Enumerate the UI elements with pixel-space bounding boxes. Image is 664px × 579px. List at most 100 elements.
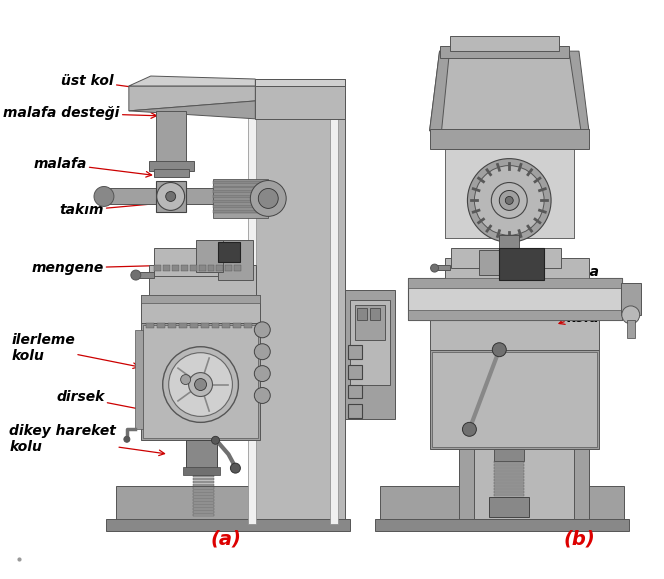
- Bar: [627, 320, 635, 338]
- Polygon shape: [129, 76, 256, 86]
- Circle shape: [474, 166, 544, 235]
- Bar: [574, 350, 589, 519]
- Bar: [199, 265, 206, 271]
- Bar: [374, 519, 629, 531]
- Bar: [218, 242, 240, 262]
- Circle shape: [169, 353, 232, 416]
- Polygon shape: [430, 51, 450, 131]
- Bar: [208, 265, 214, 271]
- Bar: [146, 323, 154, 328]
- Bar: [157, 323, 165, 328]
- Text: ilerleme
kolu: ilerleme kolu: [559, 295, 631, 325]
- Bar: [494, 488, 524, 490]
- Bar: [345, 290, 394, 419]
- Bar: [106, 519, 350, 531]
- Bar: [116, 486, 340, 524]
- Bar: [408, 310, 622, 320]
- Circle shape: [492, 343, 506, 357]
- Bar: [214, 178, 268, 218]
- Circle shape: [462, 422, 476, 437]
- Bar: [408, 278, 622, 320]
- Bar: [168, 323, 176, 328]
- Bar: [193, 484, 214, 486]
- Bar: [432, 351, 597, 447]
- Bar: [193, 475, 214, 477]
- Bar: [489, 497, 529, 517]
- Bar: [135, 330, 143, 429]
- Text: dirsek: dirsek: [56, 390, 189, 420]
- Bar: [214, 206, 268, 208]
- Bar: [494, 449, 524, 461]
- Bar: [440, 46, 569, 58]
- Bar: [479, 250, 504, 275]
- Bar: [357, 308, 367, 320]
- Bar: [494, 491, 524, 493]
- Circle shape: [181, 375, 191, 384]
- Bar: [190, 265, 197, 271]
- Bar: [494, 467, 524, 469]
- Circle shape: [254, 365, 270, 382]
- Bar: [444, 149, 574, 238]
- Bar: [494, 464, 524, 466]
- Text: ilerleme
kolu: ilerleme kolu: [11, 332, 139, 368]
- Text: üst kol: üst kol: [61, 74, 171, 94]
- Bar: [214, 196, 268, 199]
- Bar: [459, 350, 474, 519]
- Circle shape: [254, 322, 270, 338]
- Polygon shape: [256, 79, 345, 86]
- Bar: [450, 36, 559, 51]
- Bar: [380, 486, 623, 524]
- Bar: [156, 181, 186, 212]
- Bar: [348, 345, 362, 358]
- Bar: [193, 499, 214, 501]
- Bar: [190, 323, 198, 328]
- Bar: [494, 461, 524, 463]
- Circle shape: [254, 387, 270, 404]
- Bar: [256, 96, 345, 524]
- Text: (a): (a): [210, 529, 241, 548]
- Circle shape: [254, 344, 270, 360]
- Bar: [193, 493, 214, 495]
- Bar: [183, 467, 220, 475]
- Bar: [494, 473, 524, 475]
- Bar: [193, 496, 214, 498]
- Circle shape: [189, 373, 212, 397]
- Bar: [143, 325, 258, 438]
- Bar: [193, 511, 214, 513]
- Bar: [196, 240, 224, 272]
- Circle shape: [195, 379, 207, 390]
- Bar: [218, 240, 254, 280]
- Text: takım: takım: [59, 196, 209, 217]
- Bar: [193, 490, 214, 492]
- Bar: [193, 508, 214, 510]
- Text: malafa: malafa: [33, 156, 151, 177]
- Circle shape: [124, 437, 130, 442]
- Bar: [430, 320, 599, 350]
- Circle shape: [491, 182, 527, 218]
- Circle shape: [499, 190, 519, 210]
- Bar: [154, 168, 189, 177]
- Bar: [141, 295, 260, 303]
- Bar: [494, 476, 524, 478]
- Bar: [193, 505, 214, 507]
- Bar: [256, 79, 345, 119]
- Circle shape: [157, 182, 185, 210]
- Bar: [181, 265, 188, 271]
- Bar: [430, 350, 599, 449]
- Bar: [350, 300, 390, 384]
- Bar: [216, 265, 224, 271]
- Bar: [494, 494, 524, 496]
- Bar: [136, 272, 154, 278]
- Text: tabla: tabla: [513, 265, 599, 290]
- Bar: [244, 323, 252, 328]
- Bar: [154, 248, 248, 276]
- Bar: [348, 384, 362, 398]
- Bar: [370, 308, 380, 320]
- Bar: [179, 323, 187, 328]
- Circle shape: [467, 159, 551, 242]
- Bar: [408, 278, 622, 288]
- Bar: [193, 478, 214, 480]
- Bar: [430, 129, 589, 149]
- Bar: [494, 482, 524, 484]
- Bar: [149, 265, 256, 295]
